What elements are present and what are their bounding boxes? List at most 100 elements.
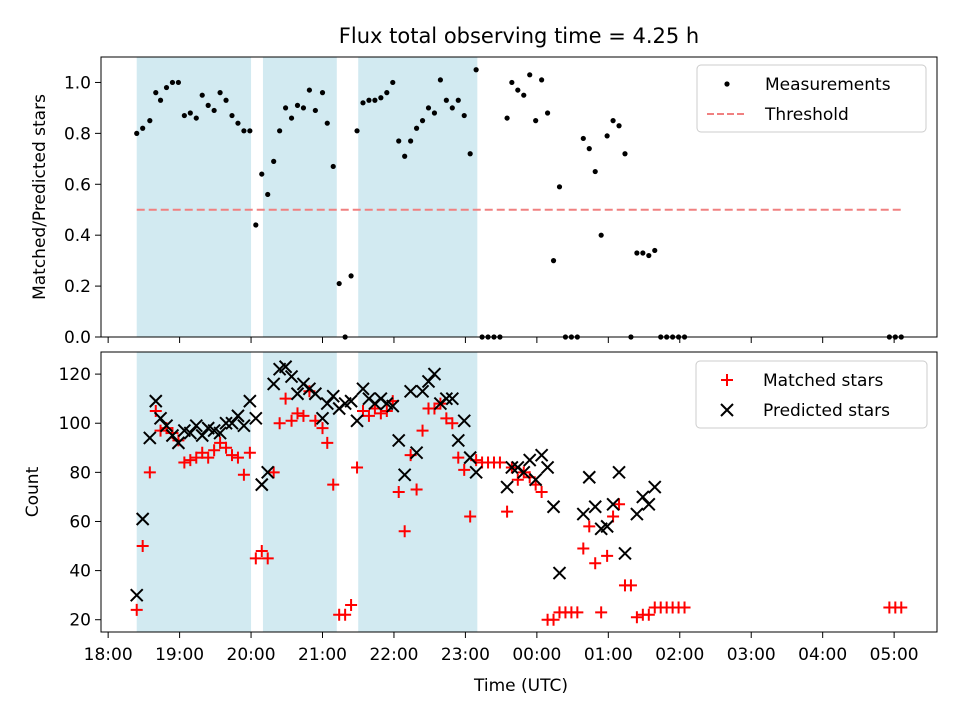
measurement-point — [504, 115, 510, 121]
measurement-point — [622, 151, 628, 157]
measurement-point — [217, 90, 223, 96]
legend-matched-marker — [721, 374, 733, 386]
predicted-star-point — [135, 512, 150, 526]
measurement-point — [223, 97, 229, 103]
predicted-star-point — [231, 409, 245, 423]
measurement-point — [413, 125, 420, 131]
matched-star-point — [184, 454, 197, 467]
measurement-point — [169, 79, 176, 86]
measurement-point — [153, 90, 159, 96]
measurement-point — [354, 128, 360, 134]
predicted-star-point — [606, 497, 620, 511]
predicted-star-point — [540, 460, 555, 475]
measurement-point — [544, 110, 551, 116]
predicted-star-point — [648, 480, 662, 494]
measurement-point — [604, 133, 610, 139]
legend-measurements-marker — [724, 81, 730, 87]
bottom-ytick-label: 40 — [69, 562, 91, 582]
predicted-star-point — [636, 490, 650, 504]
matched-star-point — [362, 409, 375, 422]
matched-star-point — [130, 603, 143, 616]
measurement-point — [147, 118, 153, 124]
predicted-star-point — [534, 448, 549, 462]
matched-star-point — [895, 601, 908, 614]
predicted-star-point — [219, 416, 233, 430]
predicted-star-point — [409, 445, 424, 460]
predicted-star-point — [237, 418, 251, 433]
measurement-point — [277, 128, 283, 134]
measurement-point — [241, 128, 247, 134]
predicted-star-point — [439, 391, 454, 406]
matched-star-point — [642, 608, 655, 621]
bottom-panel: 20 40 60 80 100 120 18:00 19:00 20:00 21:00 22:00… — [23, 351, 938, 696]
predicted-star-point — [344, 394, 358, 408]
measurement-point — [449, 105, 455, 111]
measurement-point — [199, 92, 205, 98]
matched-star-point — [267, 466, 280, 479]
measurement-point — [229, 112, 235, 119]
measurement-point — [443, 97, 449, 103]
predicted-star-point — [266, 377, 281, 391]
predicted-star-point — [517, 465, 531, 480]
measurement-point — [455, 97, 461, 103]
legend-threshold-label: Threshold — [764, 105, 849, 125]
predicted-star-point — [600, 519, 614, 534]
predicted-star-point — [320, 396, 334, 411]
measurement-point — [539, 77, 545, 83]
matched-star-point — [220, 441, 233, 454]
matched-star-point — [416, 424, 429, 437]
measurement-point — [259, 171, 265, 177]
predicted-star-point — [576, 507, 591, 521]
top-ytick-label: 0.4 — [64, 226, 91, 246]
measurement-point — [431, 110, 438, 116]
measurement-point — [312, 107, 318, 114]
predicted-star-point — [463, 450, 477, 465]
bottom-xtick-label: 05:00 — [870, 645, 919, 665]
matched-star-point — [273, 417, 286, 430]
matched-star-point — [398, 525, 411, 538]
measurement-point — [366, 97, 372, 103]
measurement-point — [265, 191, 271, 198]
measurement-point — [509, 79, 515, 86]
measurement-point — [271, 158, 277, 164]
bottom-xtick-label: 20:00 — [227, 645, 276, 665]
measurement-point — [384, 90, 390, 96]
matched-star-point — [493, 456, 506, 469]
predicted-star-point — [171, 436, 186, 450]
matched-star-point — [255, 544, 268, 557]
measurement-point — [193, 115, 199, 121]
predicted-star-point — [582, 470, 596, 484]
predicted-star-point — [415, 384, 430, 399]
predicted-star-point — [523, 453, 537, 467]
matched-star-point — [136, 540, 149, 553]
measurement-point — [402, 153, 408, 159]
bottom-xtick-label: 21:00 — [298, 645, 347, 665]
matched-star-point — [446, 417, 459, 430]
bottom-ytick-label: 80 — [69, 463, 91, 483]
legend-predicted-label: Predicted stars — [763, 401, 890, 421]
predicted-star-point — [386, 399, 400, 413]
matched-star-point — [410, 483, 423, 496]
predicted-star-point — [261, 465, 275, 480]
measurement-point — [175, 79, 182, 86]
predicted-star-point — [255, 477, 269, 492]
predicted-star-point — [403, 384, 418, 399]
top-ytick-label: 0.0 — [64, 328, 91, 348]
bottom-ytick-label: 120 — [59, 365, 91, 385]
measurement-point — [515, 87, 521, 93]
matched-star-point — [452, 451, 465, 464]
predicted-star-point — [315, 411, 330, 426]
matched-star-point — [237, 468, 250, 481]
measurement-point — [437, 77, 444, 83]
measurement-point — [205, 102, 211, 108]
matched-star-point — [501, 505, 514, 518]
top-ytick-label: 0.6 — [64, 175, 91, 195]
legend-measurements-label: Measurements — [765, 75, 891, 95]
matched-star-point — [225, 449, 238, 462]
measurement-point — [134, 130, 140, 136]
measurement-point — [360, 100, 366, 106]
measurement-point — [550, 258, 557, 264]
measurement-point — [473, 67, 479, 73]
measurement-point — [348, 273, 354, 279]
